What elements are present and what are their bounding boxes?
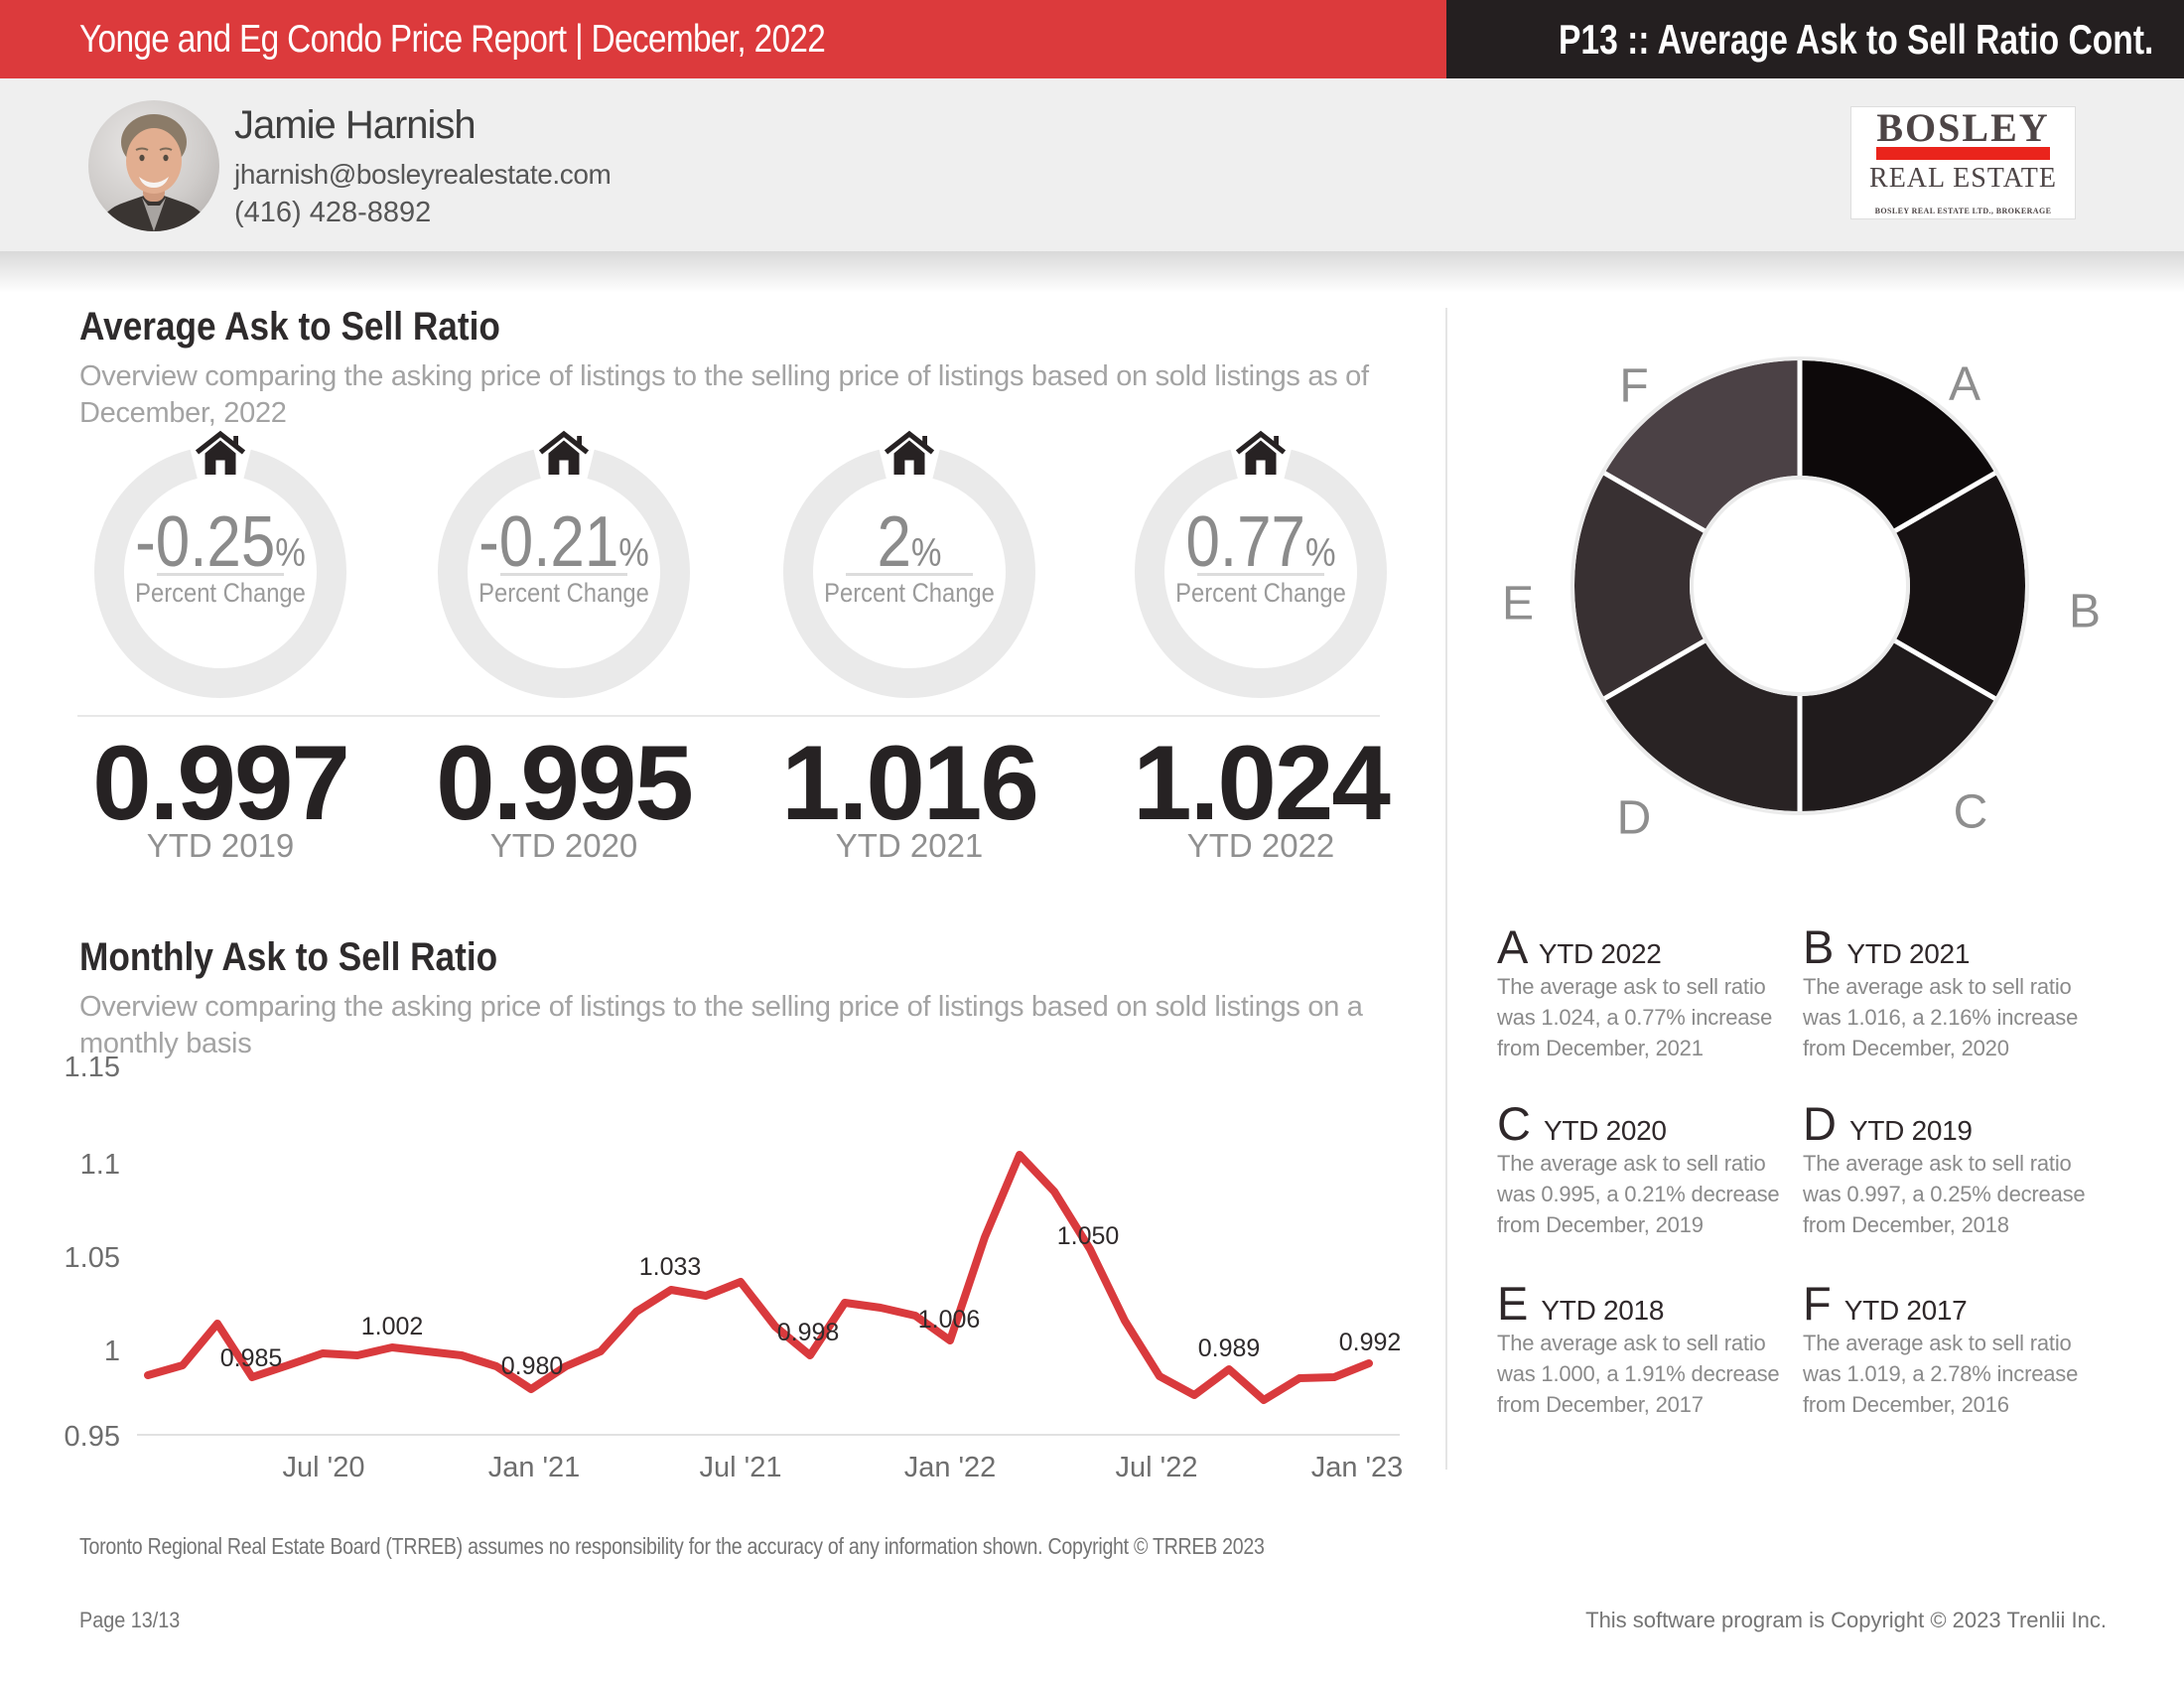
svg-text:E: E (1502, 578, 1534, 631)
svg-text:0.980: 0.980 (501, 1352, 564, 1380)
svg-text:D: D (1617, 792, 1652, 845)
svg-text:F: F (1619, 360, 1648, 413)
svg-text:Jan '23: Jan '23 (1311, 1452, 1404, 1483)
svg-text:1.006: 1.006 (918, 1306, 981, 1334)
svg-text:0.998: 0.998 (777, 1319, 840, 1346)
svg-text:Jul '20: Jul '20 (283, 1452, 365, 1483)
svg-text:1: 1 (104, 1336, 120, 1367)
svg-text:C: C (1954, 786, 1988, 839)
svg-text:1.033: 1.033 (639, 1253, 702, 1281)
svg-text:0.985: 0.985 (220, 1344, 283, 1372)
svg-text:1.15: 1.15 (65, 1052, 120, 1083)
svg-text:0.95: 0.95 (65, 1421, 120, 1453)
svg-text:Jul '21: Jul '21 (700, 1452, 782, 1483)
svg-text:Jan '22: Jan '22 (904, 1452, 997, 1483)
svg-text:B: B (2069, 586, 2101, 638)
svg-text:0.989: 0.989 (1198, 1335, 1261, 1362)
svg-text:1.05: 1.05 (65, 1242, 120, 1274)
svg-text:0.992: 0.992 (1339, 1329, 1402, 1356)
svg-text:1.050: 1.050 (1057, 1222, 1120, 1250)
svg-text:1.1: 1.1 (80, 1149, 120, 1181)
svg-text:Jul '22: Jul '22 (1116, 1452, 1198, 1483)
svg-text:Jan '21: Jan '21 (488, 1452, 581, 1483)
svg-text:A: A (1949, 358, 1980, 411)
svg-text:1.002: 1.002 (361, 1313, 424, 1340)
